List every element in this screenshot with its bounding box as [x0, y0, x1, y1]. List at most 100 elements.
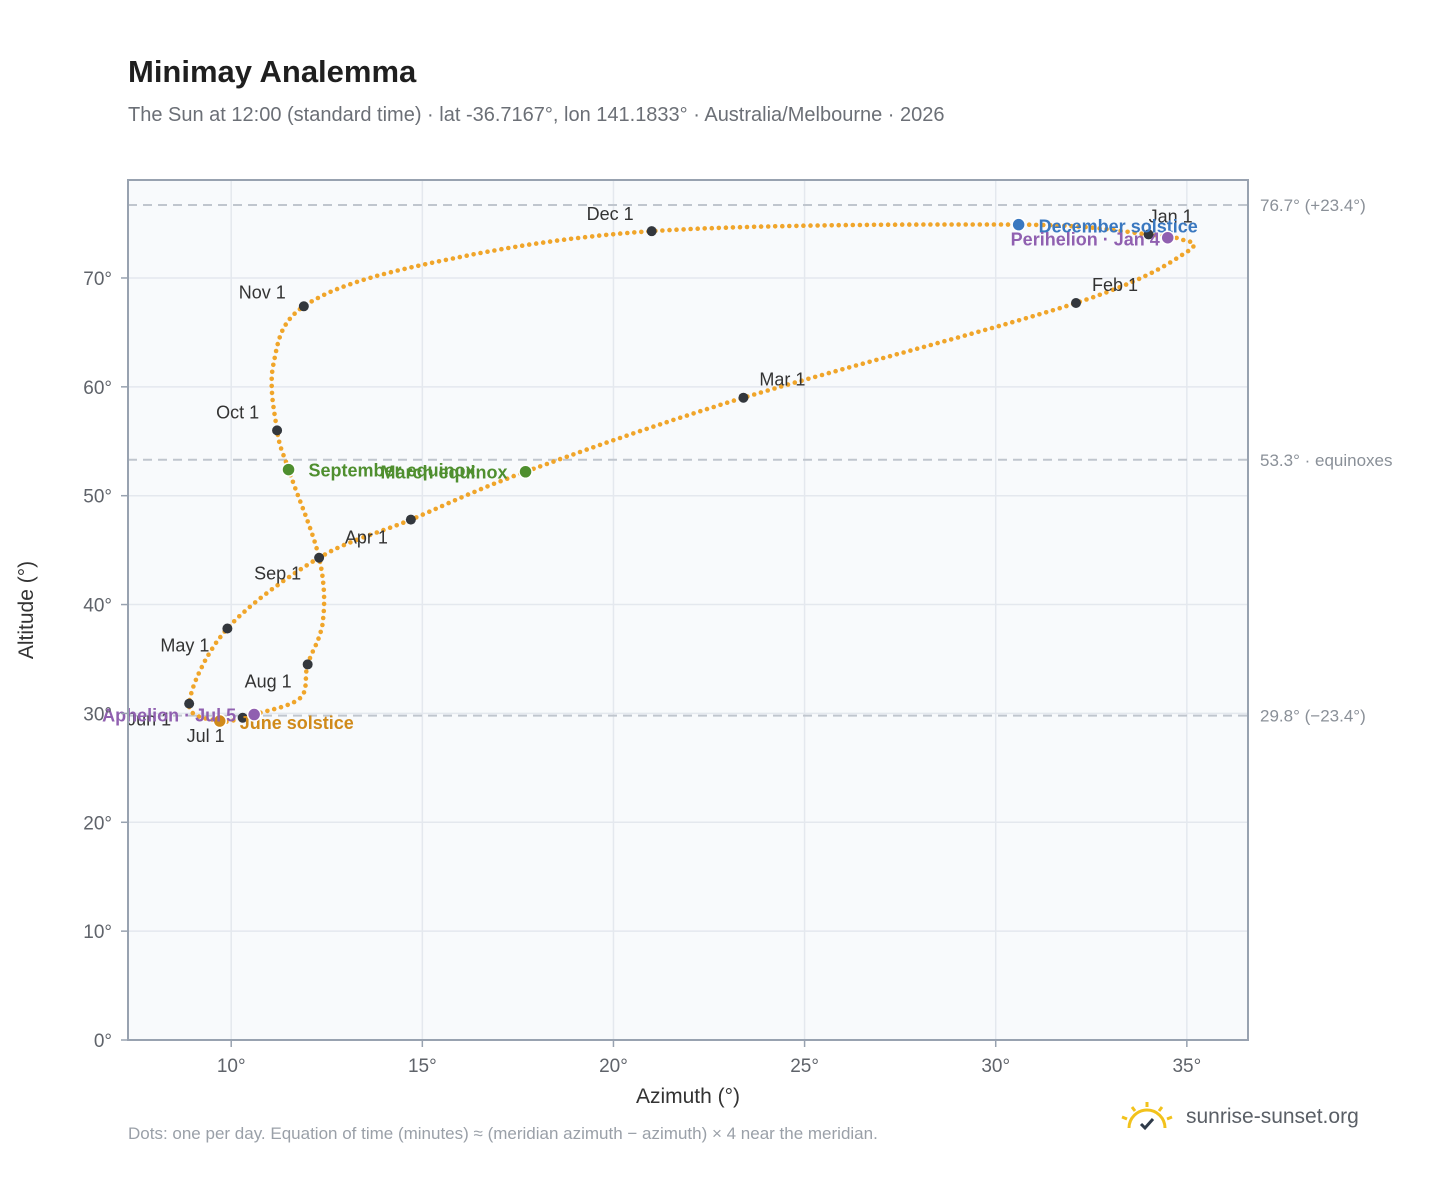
daily-sun-dot [321, 587, 327, 593]
daily-sun-dot [519, 243, 525, 248]
daily-sun-dot [265, 708, 270, 714]
month-dot [184, 698, 195, 709]
daily-sun-dot [880, 355, 886, 361]
daily-sun-dot [499, 246, 504, 252]
chart-subtitle: The Sun at 12:00 (standard time) · lat -… [128, 104, 945, 126]
daily-sun-dot [1130, 279, 1135, 285]
plot-area [128, 180, 1248, 1040]
daily-sun-dot [644, 426, 649, 432]
daily-sun-dot [464, 253, 470, 258]
month-label: Dec 1 [587, 204, 634, 224]
daily-sun-dot [278, 446, 284, 451]
daily-sun-dot [935, 340, 940, 346]
daily-sun-dot [577, 449, 583, 455]
daily-sun-dot [321, 601, 327, 607]
daily-sun-dot [892, 222, 898, 227]
plot-background [128, 180, 1248, 1040]
daily-sun-dot [677, 415, 683, 421]
daily-sun-dot [1097, 226, 1102, 231]
daily-sun-dot [291, 699, 297, 705]
daily-sun-dot [765, 388, 770, 393]
daily-sun-dot [684, 413, 690, 418]
daily-sun-dot [427, 509, 432, 514]
daily-sun-dot [273, 418, 278, 424]
daily-sun-dot [504, 476, 510, 482]
daily-sun-dot [272, 411, 277, 417]
daily-sun-dot [303, 676, 309, 681]
daily-sun-dot [301, 690, 307, 695]
reference-label: 29.8° (−23.4°) [1260, 707, 1366, 726]
daily-sun-dot [387, 525, 393, 530]
daily-sun-dot [269, 369, 275, 375]
daily-sun-dot [751, 224, 757, 230]
daily-sun-dot [310, 649, 316, 654]
daily-sun-dot [320, 573, 325, 579]
daily-sun-dot [702, 226, 707, 231]
event-label: March equinox [381, 463, 508, 483]
daily-sun-dot [313, 642, 319, 648]
daily-sun-dot [381, 527, 386, 533]
daily-sun-dot [1003, 321, 1008, 327]
daily-sun-dot [513, 244, 518, 250]
month-dot [302, 659, 313, 670]
daily-sun-dot [310, 532, 315, 538]
daily-sun-dot [792, 380, 798, 385]
daily-sun-dot [691, 411, 696, 416]
daily-sun-dot [1069, 223, 1074, 229]
daily-sun-dot [711, 404, 716, 410]
daily-sun-dot [596, 233, 602, 238]
daily-sun-dot [292, 570, 298, 576]
daily-sun-dot [293, 486, 298, 491]
daily-sun-dot [422, 262, 428, 267]
daily-sun-dot [416, 263, 421, 269]
reference-label: 53.3° · equinoxes [1260, 451, 1393, 470]
daily-sun-dot [281, 578, 286, 584]
plot-frame [127, 179, 1249, 1041]
daily-sun-dot [316, 636, 321, 641]
daily-sun-dot [544, 461, 550, 467]
daily-sun-dot [498, 478, 503, 484]
daily-sun-dot [285, 702, 291, 708]
daily-sun-dot [561, 237, 567, 242]
daily-sun-dot [1118, 228, 1123, 234]
daily-sun-dot [716, 225, 722, 231]
daily-sun-dot [1132, 230, 1137, 236]
daily-sun-dot [1104, 290, 1109, 295]
daily-sun-dot [354, 279, 360, 285]
daily-sun-dot [286, 574, 292, 580]
daily-sun-dot [305, 519, 311, 524]
daily-sun-dot [1139, 231, 1144, 236]
daily-sun-dot [472, 489, 477, 495]
daily-sun-dot [292, 311, 297, 317]
daily-sun-dot [322, 552, 328, 557]
brand-link[interactable]: sunrise-sunset.org [1120, 1100, 1359, 1134]
daily-sun-dot [388, 269, 394, 275]
daily-sun-dot [737, 224, 743, 230]
daily-sun-dot [864, 222, 870, 228]
daily-sun-dot [901, 350, 906, 355]
daily-sun-dot [381, 271, 387, 277]
daily-sun-dot [315, 295, 321, 301]
daily-sun-dot [806, 376, 811, 382]
daily-sun-dot [269, 376, 275, 382]
daily-sun-dot [278, 704, 284, 710]
daily-sun-dot [564, 454, 570, 460]
x-tick-label: 35° [1172, 1056, 1201, 1077]
daily-sun-dot [341, 542, 347, 548]
daily-sun-dot [723, 225, 729, 230]
daily-sun-dot [190, 710, 196, 716]
daily-sun-dot [921, 344, 927, 350]
daily-sun-dot [815, 223, 820, 228]
daily-sun-dot [269, 383, 275, 389]
daily-sun-dot [320, 615, 326, 621]
daily-sun-dot [193, 677, 199, 683]
daily-sun-dot [429, 260, 435, 266]
daily-sun-dot [631, 431, 636, 436]
daily-sun-dot [247, 604, 253, 610]
daily-sun-dot [1117, 285, 1122, 290]
daily-sun-dot [1143, 273, 1148, 279]
daily-sun-dot [446, 500, 451, 506]
daily-sun-dot [998, 222, 1004, 227]
daily-sun-dot [361, 535, 366, 540]
month-dot [298, 301, 309, 312]
